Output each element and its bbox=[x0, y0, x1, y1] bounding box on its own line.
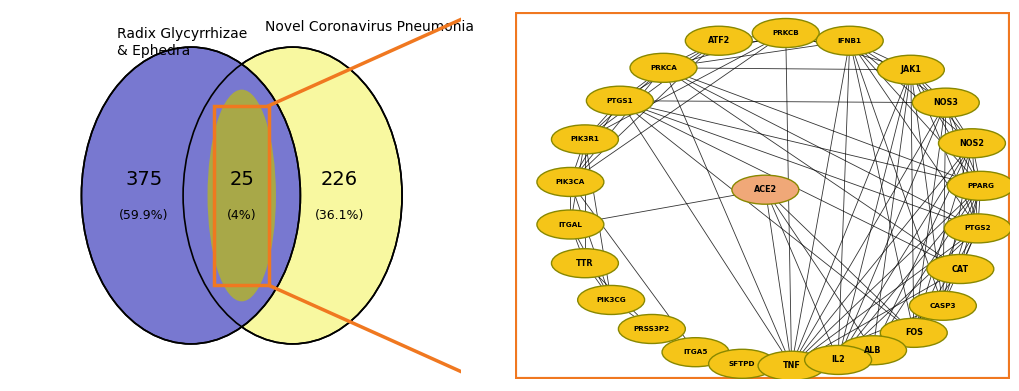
Ellipse shape bbox=[182, 47, 401, 344]
Text: PTGS2: PTGS2 bbox=[964, 225, 990, 231]
Ellipse shape bbox=[757, 351, 824, 380]
Ellipse shape bbox=[732, 175, 798, 204]
Ellipse shape bbox=[536, 167, 603, 196]
Text: PRKCB: PRKCB bbox=[771, 30, 798, 36]
Text: NOS3: NOS3 bbox=[932, 98, 957, 107]
Bar bbox=[214, 106, 269, 285]
Ellipse shape bbox=[82, 47, 301, 344]
Text: TNF: TNF bbox=[782, 361, 800, 370]
Ellipse shape bbox=[630, 53, 696, 83]
Ellipse shape bbox=[586, 86, 653, 115]
Ellipse shape bbox=[947, 171, 1013, 200]
Text: PIK3CA: PIK3CA bbox=[555, 179, 585, 185]
Ellipse shape bbox=[661, 338, 729, 367]
Text: ATF2: ATF2 bbox=[707, 36, 730, 45]
Ellipse shape bbox=[752, 18, 818, 48]
Ellipse shape bbox=[577, 285, 644, 314]
Text: CAT: CAT bbox=[951, 264, 968, 274]
Text: ITGA5: ITGA5 bbox=[683, 349, 707, 355]
Ellipse shape bbox=[804, 345, 870, 375]
Text: CASP3: CASP3 bbox=[928, 303, 955, 309]
Text: (59.9%): (59.9%) bbox=[119, 208, 168, 222]
FancyBboxPatch shape bbox=[515, 12, 1009, 379]
Text: IL2: IL2 bbox=[830, 355, 844, 364]
Ellipse shape bbox=[815, 26, 882, 55]
Ellipse shape bbox=[909, 291, 975, 320]
Text: PTGS1: PTGS1 bbox=[606, 98, 633, 104]
Ellipse shape bbox=[911, 88, 978, 117]
Text: ITGAL: ITGAL bbox=[558, 222, 582, 228]
Text: NOS2: NOS2 bbox=[959, 139, 983, 148]
Ellipse shape bbox=[937, 129, 1005, 158]
Text: JAK1: JAK1 bbox=[900, 65, 920, 74]
Text: ALB: ALB bbox=[863, 346, 880, 355]
Ellipse shape bbox=[551, 249, 618, 278]
Ellipse shape bbox=[926, 255, 993, 283]
Text: PIK3R1: PIK3R1 bbox=[570, 136, 599, 142]
Text: FOS: FOS bbox=[904, 328, 922, 337]
Text: Novel Coronavirus Pneumonia: Novel Coronavirus Pneumonia bbox=[265, 20, 474, 34]
Ellipse shape bbox=[207, 90, 276, 301]
Text: (4%): (4%) bbox=[226, 208, 257, 222]
Text: TTR: TTR bbox=[576, 259, 593, 268]
Ellipse shape bbox=[536, 210, 603, 239]
Ellipse shape bbox=[618, 314, 685, 343]
Text: 226: 226 bbox=[321, 170, 358, 189]
Text: 375: 375 bbox=[125, 170, 162, 189]
Text: PPARG: PPARG bbox=[966, 183, 994, 189]
Ellipse shape bbox=[708, 349, 774, 378]
Text: (36.1%): (36.1%) bbox=[315, 208, 364, 222]
Text: 25: 25 bbox=[229, 170, 254, 189]
Text: PRSS3P2: PRSS3P2 bbox=[633, 326, 669, 332]
Ellipse shape bbox=[551, 125, 618, 154]
Text: PRKCA: PRKCA bbox=[649, 65, 677, 71]
Ellipse shape bbox=[944, 214, 1010, 243]
Text: IFNB1: IFNB1 bbox=[837, 38, 861, 44]
Ellipse shape bbox=[839, 336, 906, 365]
Text: Radix Glycyrrhizae
& Ephedra: Radix Glycyrrhizae & Ephedra bbox=[116, 27, 247, 57]
Ellipse shape bbox=[876, 55, 944, 84]
Text: PIK3CG: PIK3CG bbox=[596, 297, 626, 303]
Text: SFTPD: SFTPD bbox=[729, 361, 755, 367]
Ellipse shape bbox=[879, 318, 947, 347]
Text: ACE2: ACE2 bbox=[753, 185, 776, 194]
Ellipse shape bbox=[685, 26, 752, 55]
